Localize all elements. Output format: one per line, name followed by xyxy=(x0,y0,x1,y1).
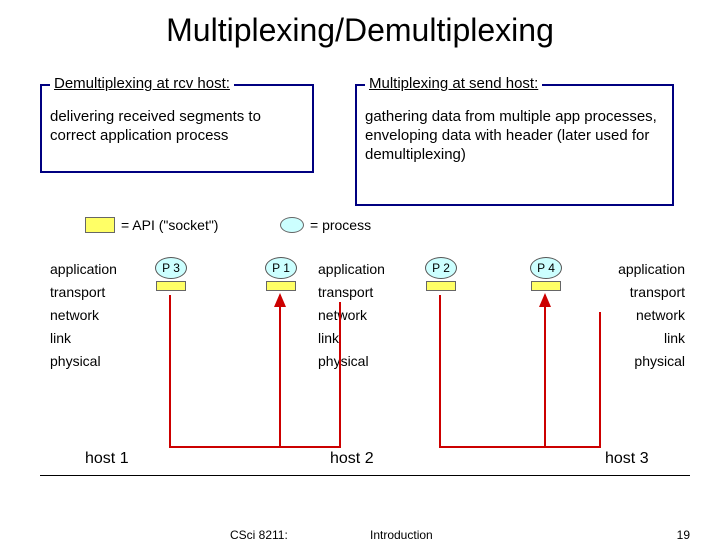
mux-title: Multiplexing at send host: xyxy=(365,75,542,92)
layer-physical: physical xyxy=(318,353,408,369)
process-swatch-icon xyxy=(280,217,304,233)
process-p2: P 2 xyxy=(425,257,457,279)
host2-label: host 2 xyxy=(330,450,374,468)
divider xyxy=(40,475,690,476)
layer-physical: physical xyxy=(595,353,685,369)
layer-network: network xyxy=(595,307,685,323)
layer-transport: transport xyxy=(50,284,140,300)
host3-label: host 3 xyxy=(605,450,649,468)
layer-network: network xyxy=(50,307,140,323)
socket-p4 xyxy=(531,281,561,291)
process-p4: P 4 xyxy=(530,257,562,279)
demux-body: delivering received segments to correct … xyxy=(42,102,318,152)
socket-p2 xyxy=(426,281,456,291)
layer-application: application xyxy=(50,261,140,277)
mux-body: gathering data from multiple app process… xyxy=(357,102,678,170)
layer-physical: physical xyxy=(50,353,140,369)
legend-socket-label: = API ("socket") xyxy=(121,217,218,233)
layer-transport: transport xyxy=(595,284,685,300)
layer-link: link xyxy=(318,330,408,346)
process-p3: P 3 xyxy=(155,257,187,279)
layer-transport: transport xyxy=(318,284,408,300)
socket-p3 xyxy=(156,281,186,291)
legend-socket: = API ("socket") xyxy=(85,217,218,233)
demux-title: Demultiplexing at rcv host: xyxy=(50,75,234,92)
layer-application: application xyxy=(595,261,685,277)
layer-application: application xyxy=(318,261,408,277)
stack-host2: application transport network link physi… xyxy=(318,254,408,376)
socket-swatch-icon xyxy=(85,217,115,233)
layer-network: network xyxy=(318,307,408,323)
layer-link: link xyxy=(595,330,685,346)
host1-label: host 1 xyxy=(85,450,129,468)
socket-p1 xyxy=(266,281,296,291)
layer-link: link xyxy=(50,330,140,346)
legend-process-label: = process xyxy=(310,217,371,233)
stack-host1: application transport network link physi… xyxy=(50,254,140,376)
legend-process: = process xyxy=(280,217,371,233)
page-title: Multiplexing/Demultiplexing xyxy=(0,12,720,49)
process-p1: P 1 xyxy=(265,257,297,279)
stack-host3: application transport network link physi… xyxy=(595,254,685,376)
